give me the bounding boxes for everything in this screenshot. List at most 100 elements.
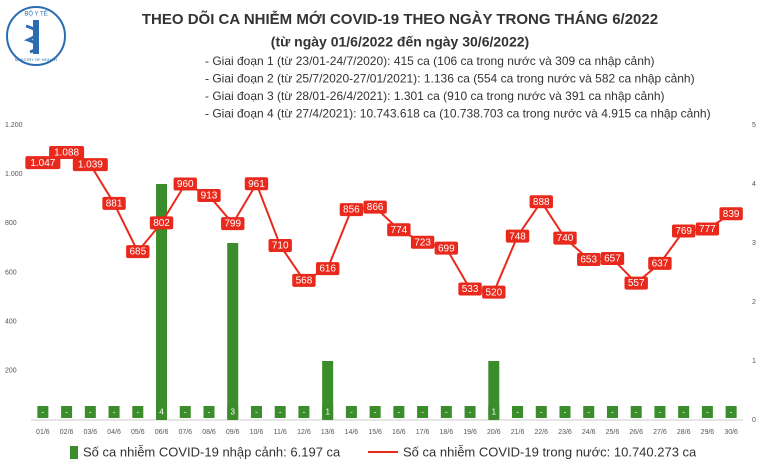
value-label: 657: [604, 254, 621, 265]
value-label-box: [315, 262, 340, 276]
bar-label-box: [630, 406, 642, 418]
bar-label-box: [203, 406, 215, 418]
bar-label: -: [587, 408, 590, 417]
x-tick-label: 04/6: [107, 429, 121, 436]
bar-label: -: [89, 408, 92, 417]
x-tick-label: 03/6: [84, 429, 98, 436]
bar-label-box: [84, 406, 96, 418]
x-tick-label: 25/6: [606, 429, 620, 436]
value-label-box: [482, 285, 506, 299]
value-label: 774: [391, 225, 408, 236]
bar-label: -: [445, 408, 448, 417]
bar-label: 1: [325, 408, 330, 417]
x-tick-label: 19/6: [463, 429, 477, 436]
x-tick-label: 28/6: [677, 429, 691, 436]
bar-label: -: [65, 408, 68, 417]
bar-label: -: [42, 408, 45, 417]
x-tick-label: 05/6: [131, 429, 145, 436]
bar-label: -: [350, 408, 353, 417]
value-label: 888: [533, 197, 550, 208]
bar-label: -: [398, 408, 401, 417]
value-label: 799: [224, 219, 241, 230]
bar-label-box: [725, 406, 737, 418]
bar-label: -: [469, 408, 472, 417]
y2-tick-label: 2: [752, 299, 756, 306]
value-label: 839: [723, 209, 740, 220]
x-tick-label: 06/6: [155, 429, 169, 436]
bar-label: 3: [231, 408, 236, 417]
y-tick-label: 200: [5, 368, 17, 375]
bar-label-box: [227, 406, 239, 418]
x-tick-label: 20/6: [487, 429, 501, 436]
chart-title: THEO DÕI CA NHIỄM MỚI COVID-19 THEO NGÀY…: [142, 10, 658, 28]
bar-label: -: [516, 408, 519, 417]
bar-label-box: [464, 406, 476, 418]
value-label-box: [49, 146, 85, 160]
value-label: 740: [557, 233, 574, 244]
value-label: 1.088: [54, 148, 79, 159]
value-label-box: [387, 223, 411, 237]
bar-label: -: [635, 408, 638, 417]
bar-label-box: [606, 406, 618, 418]
value-label: 710: [272, 241, 289, 252]
bar-label: -: [184, 408, 187, 417]
value-label: 802: [153, 218, 170, 229]
value-label: 685: [129, 247, 146, 258]
value-label: 568: [296, 276, 313, 287]
bar-label-box: [512, 406, 524, 418]
y2-tick-label: 4: [752, 181, 756, 188]
value-label: 653: [580, 255, 597, 266]
x-tick-label: 23/6: [558, 429, 572, 436]
bar-label: -: [421, 408, 424, 417]
bar-label: 4: [159, 408, 164, 417]
x-tick-label: 08/6: [202, 429, 216, 436]
value-label-box: [25, 156, 61, 170]
value-label-box: [434, 241, 459, 255]
value-label-box: [292, 273, 316, 287]
value-label: 777: [699, 224, 716, 235]
x-tick-label: 12/6: [297, 429, 311, 436]
bar-label-box: [417, 406, 429, 418]
bar-label: -: [682, 408, 685, 417]
x-tick-label: 15/6: [368, 429, 382, 436]
bar-label: -: [730, 408, 733, 417]
bar: [156, 184, 168, 420]
logo-name: BỘ Y TẾ: [24, 11, 47, 18]
y2-tick-label: 3: [752, 240, 756, 247]
bar-label-box: [274, 406, 286, 418]
value-label-box: [268, 238, 292, 252]
value-label-box: [126, 245, 150, 259]
bar-label: 1: [492, 408, 497, 417]
y-tick-label: 800: [5, 220, 17, 227]
value-label-box: [553, 231, 577, 245]
bar-label: -: [113, 408, 116, 417]
bar-label-box: [559, 406, 571, 418]
bar-label: -: [611, 408, 614, 417]
value-label: 1.039: [78, 160, 103, 171]
value-label-box: [339, 203, 364, 217]
value-label-box: [458, 282, 482, 296]
value-label: 557: [628, 278, 645, 289]
y-tick-label: 400: [5, 319, 17, 326]
value-label-box: [671, 224, 696, 238]
legend-label: Số ca nhiễm COVID-19 trong nước: 10.740.…: [403, 444, 697, 459]
note: - Giai đoạn 1 (từ 23/01-24/7/2020): 415 …: [205, 54, 655, 68]
bar-label: -: [374, 408, 377, 417]
bar: [488, 361, 500, 420]
value-label: 748: [509, 231, 526, 242]
x-tick-label: 29/6: [701, 429, 715, 436]
value-label: 856: [343, 205, 360, 216]
bar-label-box: [345, 406, 357, 418]
value-label-box: [624, 276, 648, 290]
value-label-box: [197, 189, 221, 203]
value-label: 881: [106, 199, 123, 210]
bar-label-box: [583, 406, 595, 418]
bar-label-box: [156, 406, 168, 418]
x-tick-label: 07/6: [178, 429, 192, 436]
bar-label: -: [564, 408, 567, 417]
chart-subtitle: (từ ngày 01/6/2022 đến ngày 30/6/2022): [271, 34, 529, 50]
x-tick-label: 18/6: [440, 429, 454, 436]
bar-label-box: [440, 406, 452, 418]
value-label: 961: [248, 179, 265, 190]
value-label-box: [149, 216, 174, 230]
